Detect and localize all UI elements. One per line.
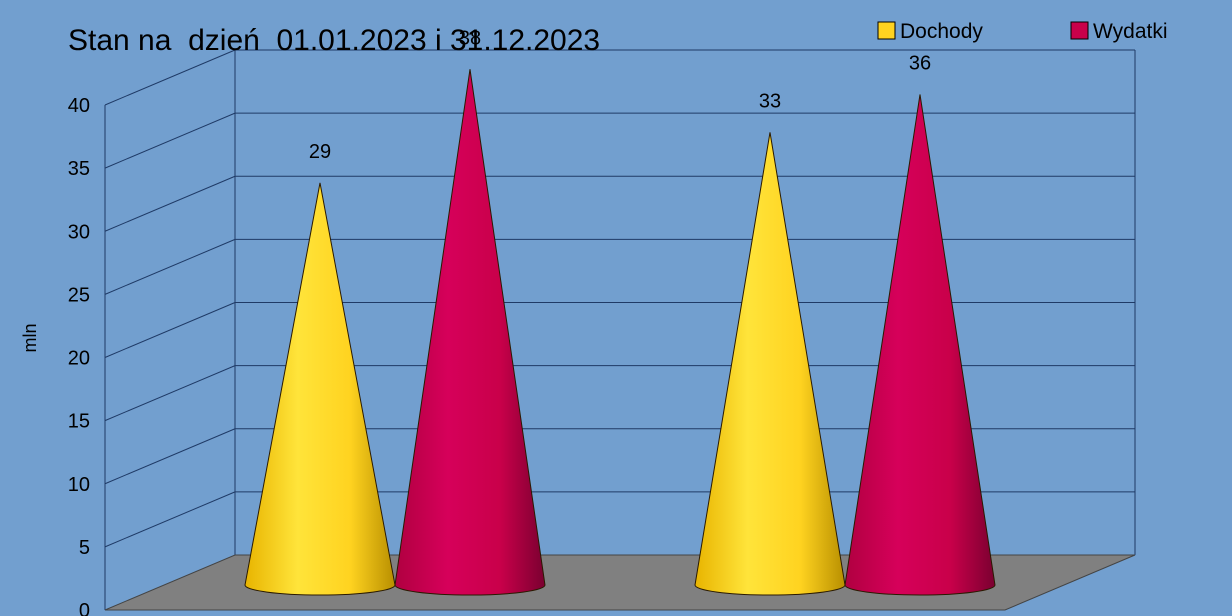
cone-dochody-1 (244, 182, 396, 596)
cone-body (844, 94, 996, 596)
y-tick-label: 20 (68, 348, 90, 370)
cone-wydatki-2 (844, 94, 996, 596)
gridline-side (104, 365, 236, 422)
data-label: 29 (309, 141, 331, 163)
y-tick-label: 30 (68, 221, 90, 243)
legend-swatch-wydatki (1070, 21, 1089, 40)
y-tick-label: 15 (68, 411, 90, 433)
data-label: 38 (459, 27, 481, 49)
cone-wydatki-1 (394, 69, 546, 596)
gridline-side (104, 491, 236, 548)
y-tick-label: 0 (79, 600, 90, 616)
gridline-side (104, 428, 236, 485)
gridline-side (104, 112, 236, 169)
cone-body (244, 182, 396, 596)
legend-swatch-dochody (877, 21, 896, 40)
gridline-side (104, 302, 236, 358)
y-tick-label: 35 (68, 158, 90, 180)
y-tick-label: 25 (68, 284, 90, 306)
y-tick-label: 5 (79, 537, 90, 559)
legend: Dochody Wydatki (877, 20, 1168, 43)
y-axis-label: mln (20, 323, 40, 352)
cone-body (394, 69, 546, 596)
chart-title: Stan na dzień 01.01.2023 i 31.12.2023 (68, 24, 600, 57)
y-tick-label: 40 (68, 95, 90, 117)
legend-label-dochody: Dochody (900, 20, 983, 43)
gridline-side (104, 175, 236, 232)
legend-label-wydatki: Wydatki (1093, 20, 1168, 43)
data-label: 36 (909, 53, 931, 75)
gridline-side (104, 238, 236, 295)
cone-body (694, 132, 846, 596)
data-label: 33 (759, 90, 781, 112)
gridline-side (104, 49, 236, 106)
y-tick-label: 10 (68, 474, 90, 496)
cone-dochody-2 (694, 132, 846, 596)
